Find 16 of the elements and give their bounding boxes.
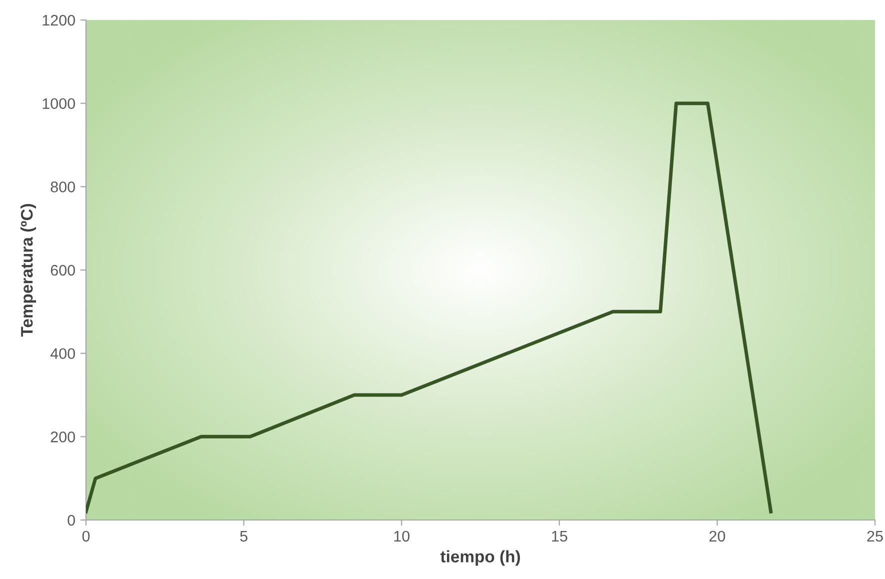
x-tick-label: 15 [552,530,568,542]
line-series [86,102,773,514]
y-tick-label: 200 [50,432,75,442]
x-tick-label: 5 [240,530,248,542]
y-tick-label: 600 [50,264,75,276]
y-tick-label: 1200 [42,14,75,26]
y-tick-label: 800 [50,182,75,192]
y-tick-label: 400 [50,348,75,360]
x-tick-label: 0 [82,530,90,542]
x-tick-label: 20 [709,530,726,542]
x-tick-label: 25 [867,530,883,542]
y-axis-title: Temperatura (ºC) [20,204,36,337]
x-tick-label: 10 [394,530,410,542]
y-tick-label: 1000 [42,98,75,110]
y-tick-label: 0 [68,514,75,526]
x-axis-title: tiempo (h) [440,550,520,566]
